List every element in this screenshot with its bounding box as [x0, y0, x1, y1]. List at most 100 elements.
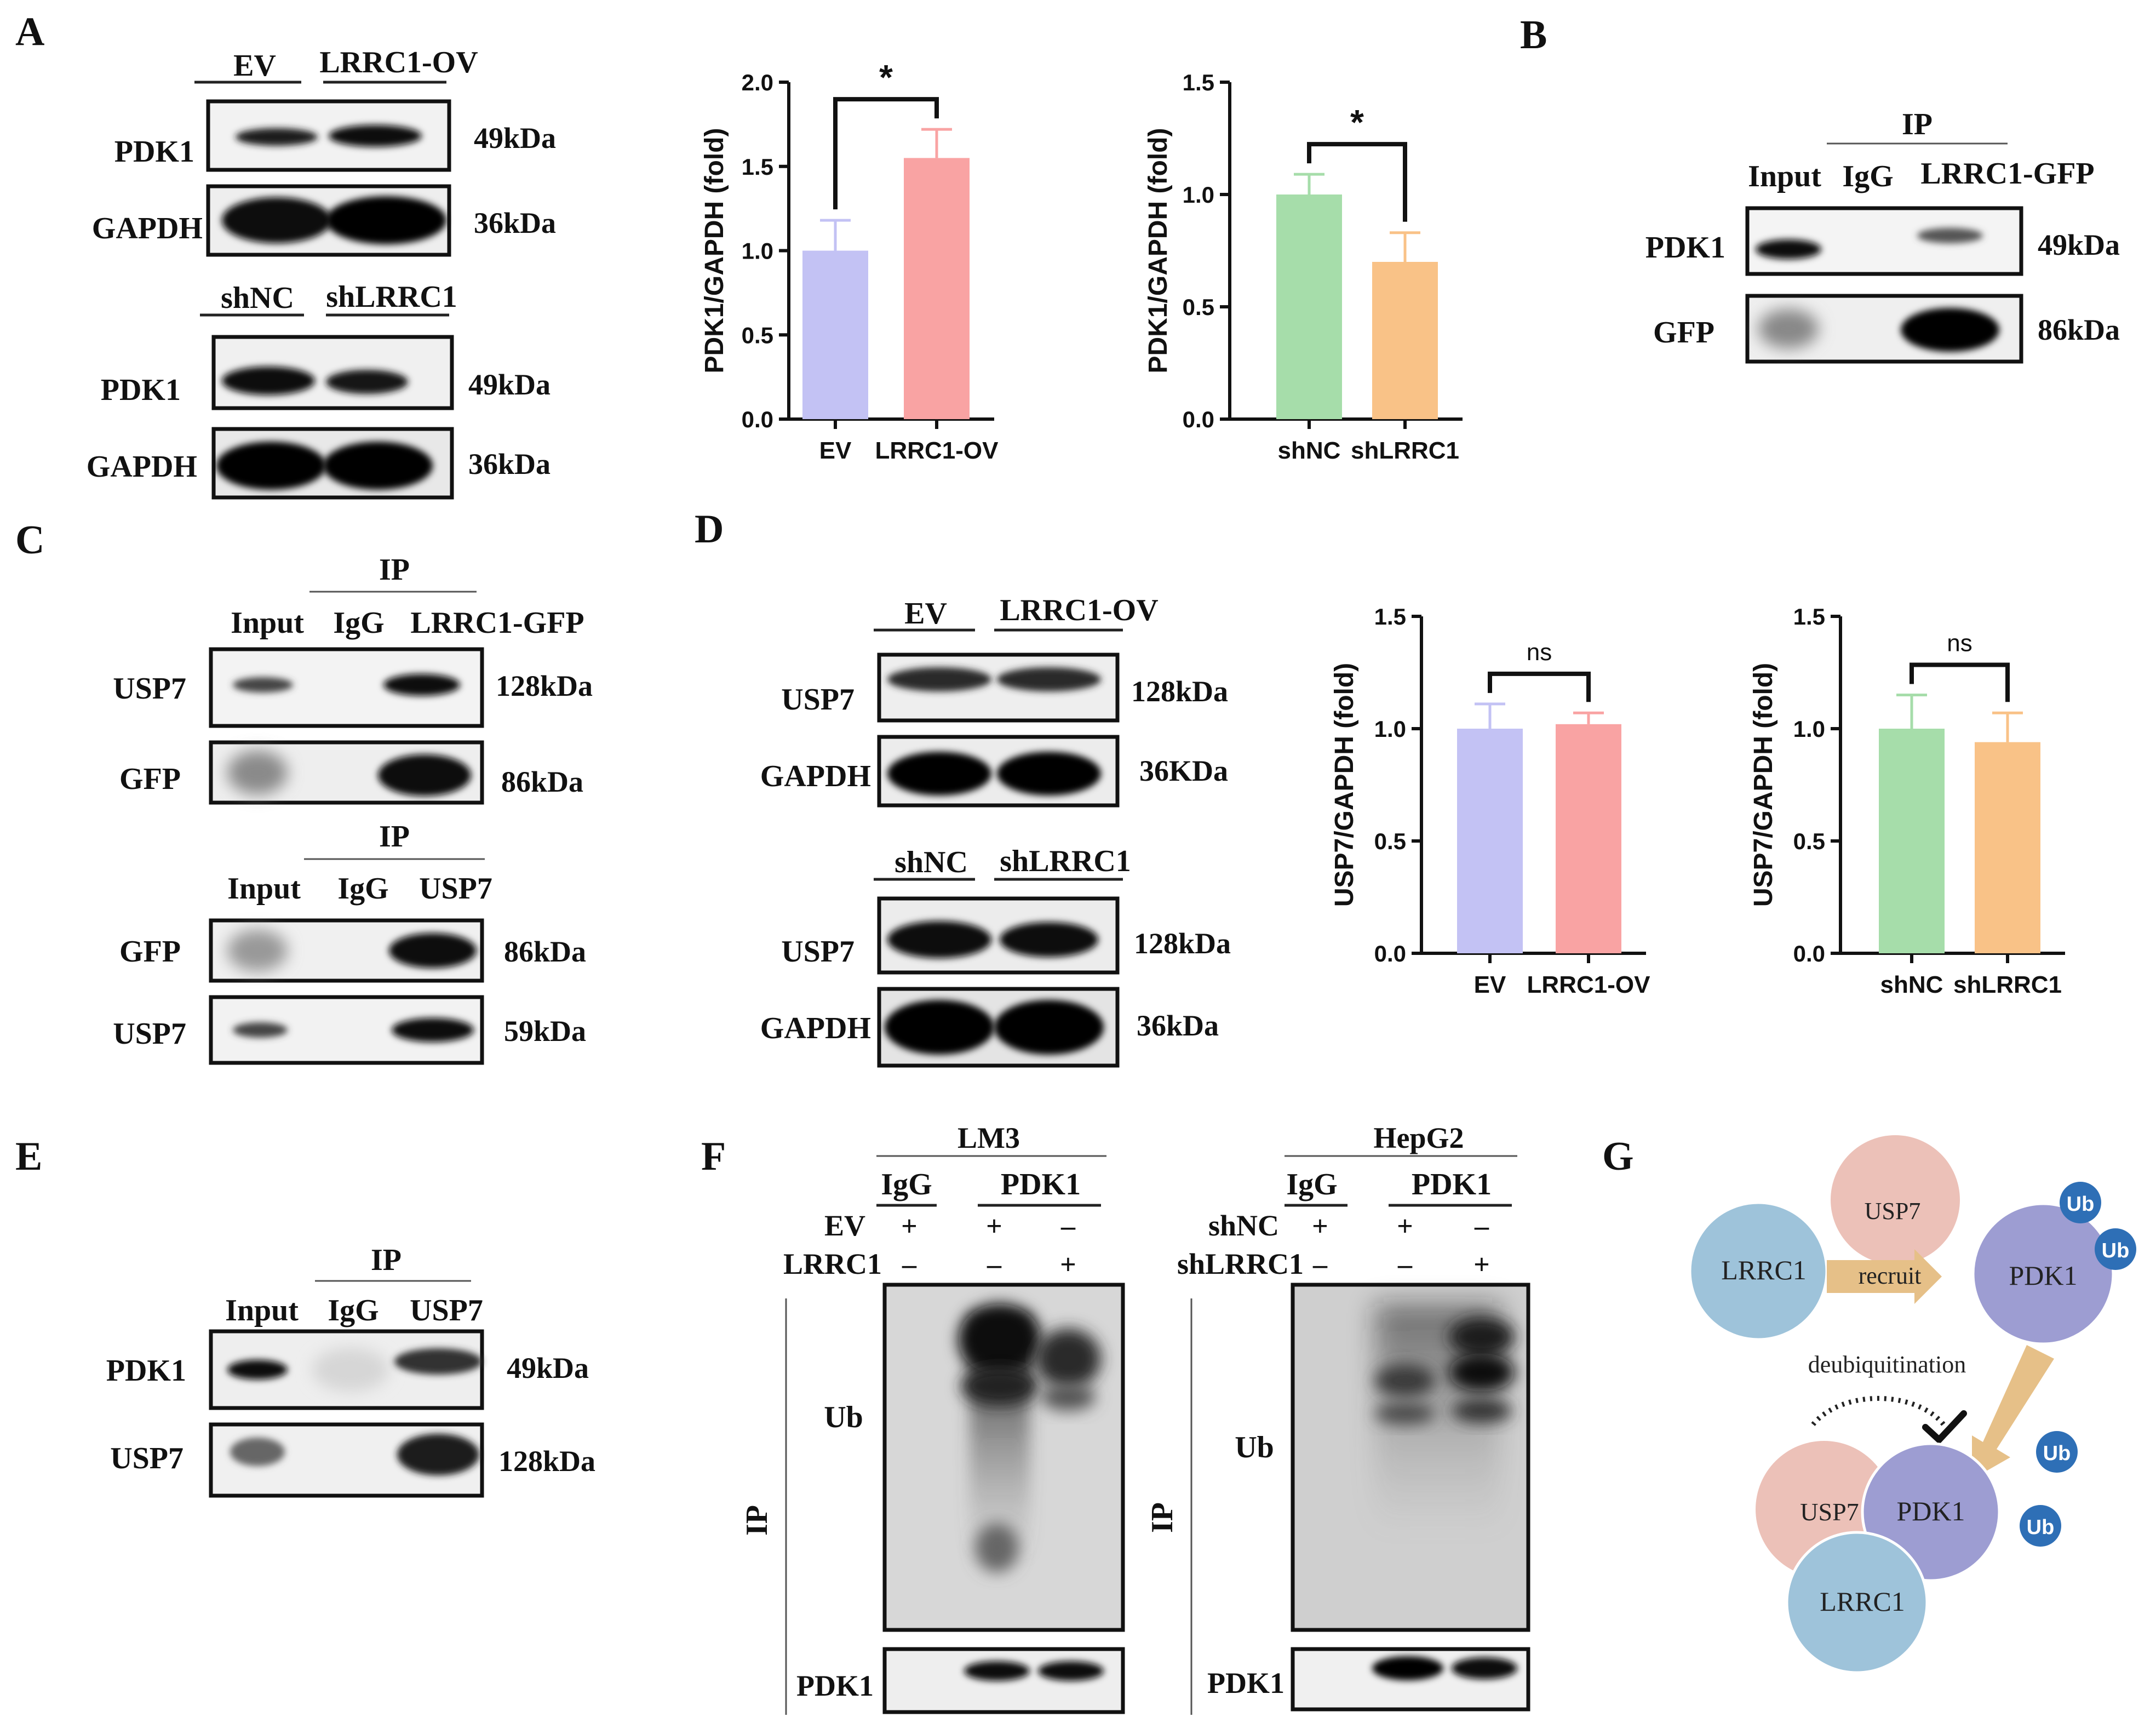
row-label-gfp: GFP — [119, 762, 181, 796]
x-tick-label: shLRRC1 — [1351, 437, 1459, 464]
bar-chart-usp7-shnc-shlrrc1: 0.0 0.5 1.0 1.5 USP7/GAPDH (fold) shNC shLRRC1… — [1749, 604, 2065, 998]
size-label-36kda: 36KDa — [1139, 754, 1228, 787]
row-label-usp7: USP7 — [781, 935, 855, 969]
band — [222, 367, 315, 395]
size-label-49kda: 49kDa — [507, 1352, 589, 1384]
row-label-gfp: GFP — [119, 935, 181, 969]
size-label-36kda: 36kDa — [1137, 1009, 1219, 1042]
band — [222, 197, 331, 243]
bar-shnc — [1879, 729, 1945, 953]
band — [1372, 1656, 1443, 1680]
lane-label-usp7: USP7 — [419, 872, 492, 906]
ip-label: IP — [379, 820, 410, 854]
y-axis-label: PDK1/GAPDH (fold) — [1144, 128, 1173, 374]
band — [1375, 1403, 1435, 1424]
lane-label-input: Input — [231, 606, 304, 640]
band — [887, 667, 991, 691]
sign: + — [1397, 1211, 1413, 1242]
panel-letter-g: G — [1602, 1134, 1634, 1179]
lane-label-input: Input — [227, 872, 301, 906]
band — [326, 196, 446, 244]
antibody-pdk1: PDK1 — [1412, 1168, 1492, 1201]
panel-b-co-ip: IP Input IgG LRRC1-GFP PDK1 GFP 49kDa 86… — [1645, 107, 2120, 364]
lane-label-igg: IgG — [337, 872, 388, 906]
significance-label: * — [879, 58, 893, 97]
band — [236, 128, 318, 146]
band — [1758, 309, 1819, 348]
col-label-shnc: shNC — [221, 281, 294, 315]
band — [959, 1304, 1041, 1375]
ub-badge-label: Ub — [2102, 1239, 2130, 1262]
sign: – — [902, 1249, 917, 1280]
y-tick-label: 1.5 — [742, 154, 773, 180]
band — [230, 1438, 285, 1466]
band — [397, 1434, 479, 1475]
band — [1901, 308, 1999, 352]
y-tick-label: 0.5 — [1374, 828, 1406, 854]
significance-label: ns — [1527, 639, 1552, 666]
cell-line-hepg2: HepG2 — [1373, 1121, 1464, 1154]
ub-badge — [2036, 1431, 2078, 1473]
ub-badge-label: Ub — [2043, 1442, 2071, 1465]
y-tick-label: 0.0 — [1793, 941, 1825, 966]
bar-lrrc1-ov — [904, 158, 970, 419]
pdk1-label-bottom: PDK1 — [1896, 1496, 1965, 1526]
panel-d-blot-2: shNC shLRRC1 USP7 GAPDH 128kDa 36kDa — [760, 844, 1231, 1068]
sign: – — [987, 1249, 1002, 1280]
band — [1452, 1399, 1512, 1423]
col-label-ev: EV — [904, 597, 947, 631]
size-label-128kda: 128kDa — [1134, 927, 1231, 960]
size-label-49kda: 49kDa — [474, 122, 556, 154]
lane-label-input: Input — [225, 1294, 299, 1327]
usp7-circle-top — [1831, 1135, 1960, 1264]
lane-label-usp7: USP7 — [410, 1294, 483, 1327]
size-label-86kda: 86kDa — [501, 765, 583, 798]
ip-label: IP — [1145, 1502, 1179, 1533]
bar-ev — [802, 250, 868, 419]
x-tick-label: EV — [1474, 971, 1506, 998]
y-tick-label: 0.0 — [742, 407, 773, 432]
lrrc1-label: LRRC1 — [1721, 1255, 1807, 1285]
sign: – — [1474, 1211, 1489, 1242]
sign: + — [1060, 1249, 1076, 1280]
antibody-igg: IgG — [1286, 1168, 1337, 1201]
bar-chart-pdk1-shnc-shlrrc1: 0.0 0.5 1.0 1.5 PDK1/GAPDH (fold) shNC shLRRC1… — [1144, 70, 1463, 464]
x-tick-label: EV — [819, 437, 852, 464]
bar-shlrrc1 — [1372, 262, 1438, 419]
panel-g-schematic-layout: USP7 LRRC1 PDK1 recruit Ub Ub deubiquiti… — [1688, 1135, 2136, 1674]
panel-letter-c: C — [15, 518, 44, 563]
lane-label-igg: IgG — [333, 606, 384, 640]
sign: + — [1473, 1249, 1490, 1280]
panel-d-blot-1: EV LRRC1-OV USP7 GAPDH 128kDa 36KDa — [760, 593, 1228, 808]
sign: – — [1060, 1211, 1076, 1242]
lane-label-input: Input — [1748, 159, 1821, 193]
size-label-128kda: 128kDa — [496, 669, 593, 702]
panel-f-hepg2: HepG2 IgG PDK1 shNC shLRRC1 + + – – – + … — [1145, 1121, 1530, 1715]
band — [1035, 1329, 1101, 1389]
lrrc1-label-bottom: LRRC1 — [1820, 1586, 1905, 1617]
panel-c-co-ip-2: IP Input IgG USP7 GFP USP7 86kDa 59kDa — [113, 820, 586, 1065]
panel-letter-d: D — [695, 507, 724, 552]
band — [326, 370, 408, 394]
panel-f-lm3: LM3 IgG PDK1 EV LRRC1 + + – – – + IP Ub … — [740, 1121, 1125, 1715]
x-tick-label: LRRC1-OV — [875, 437, 999, 464]
transition-arrow — [1972, 1345, 2054, 1479]
x-tick-label: shNC — [1880, 971, 1943, 998]
band — [1449, 1353, 1515, 1392]
band — [1041, 1383, 1096, 1411]
panel-letter-a: A — [15, 9, 44, 54]
panel-a-blot-2: shNC shLRRC1 PDK1 GAPDH 49kDa 36kDa — [87, 280, 551, 500]
sign: – — [1312, 1249, 1328, 1280]
row-label-usp7: USP7 — [781, 683, 855, 717]
y-tick-label: 1.5 — [1793, 604, 1825, 629]
row-label-gapdh: GAPDH — [87, 450, 197, 484]
lane-label-igg: IgG — [1842, 159, 1893, 193]
col-label-lrrc1-ov: LRRC1-OV — [1000, 593, 1158, 627]
y-tick-label: 1.0 — [1793, 716, 1825, 742]
pdk1-label: PDK1 — [2009, 1260, 2077, 1291]
band — [997, 667, 1101, 691]
deubiquitination-check — [1922, 1410, 1967, 1445]
sign: + — [986, 1211, 1002, 1242]
ub-badge — [2060, 1182, 2101, 1223]
